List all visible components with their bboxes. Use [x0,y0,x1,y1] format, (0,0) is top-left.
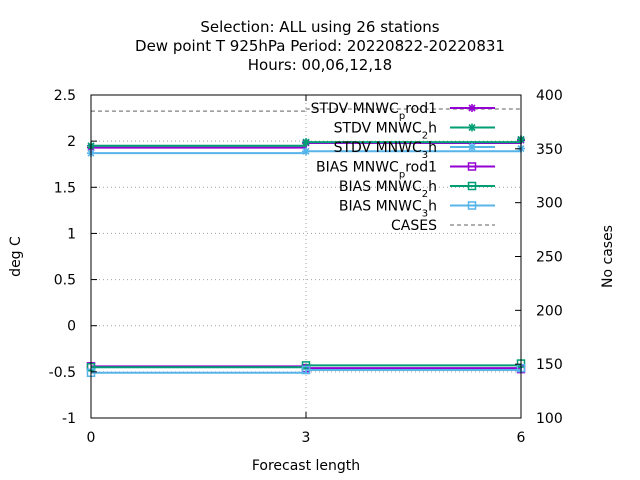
x-axis-label: Forecast length [252,458,360,474]
series-point [467,181,477,191]
y2-tick-label: 350 [536,142,563,158]
legend-entry-label: BIAS MNWC2h [339,179,437,200]
series-point [301,365,311,375]
series-point [468,123,476,132]
y2-tick-label: 150 [536,357,563,373]
series-point [467,162,477,171]
y-tick-label: 2 [67,134,76,150]
y-tick-label: 0.5 [54,273,76,289]
y-tick-label: -1 [62,411,76,427]
title-line: Hours: 00,06,12,18 [248,56,392,74]
series-lines [86,107,526,378]
y-tick-label: 1 [67,226,76,242]
legend-entry-label: BIAS MNWC3h [339,199,437,220]
y2-axis-label: No cases [600,225,616,288]
y-tick-label: 1.5 [54,180,76,196]
axis-ticks: -1 -0.5 0 0.5 1 1.5 2 2.5 100 150 200 250 300 350 400 0… [49,88,563,446]
series-point [467,201,477,210]
y2-tick-label: 400 [536,88,563,104]
y-tick-label: 2.5 [54,88,76,104]
title-line: Selection: ALL using 26 stations [200,18,439,36]
y2-tick-label: 200 [536,303,563,319]
y-tick-label: 0 [67,319,76,335]
y2-tick-label: 300 [536,196,563,212]
y2-tick-label: 250 [536,250,563,266]
legend-entry-label: STDV MNWC3h [334,140,437,161]
y-axis-label: deg C [8,236,24,277]
x-tick-label: 6 [517,430,526,446]
y-tick-label: -0.5 [49,365,76,381]
series-point [302,147,310,156]
y2-tick-label: 100 [536,411,563,427]
legend-entry-label: CASES [391,218,437,234]
x-tick-label: 3 [302,430,311,446]
series-point [468,143,476,151]
series-point [468,104,476,112]
legend-entry-label: STDV MNWCprod1 [311,101,437,122]
series-point [302,138,310,147]
series-point [301,361,311,370]
legend-entry-label: BIAS MNWCprod1 [316,160,437,181]
x-tick-label: 0 [87,430,96,446]
series-line-6 [91,107,522,112]
legend-entry-label: STDV MNWC2h [334,121,437,142]
title-line: Dew point T 925hPa Period: 20220822-2022… [135,37,505,55]
